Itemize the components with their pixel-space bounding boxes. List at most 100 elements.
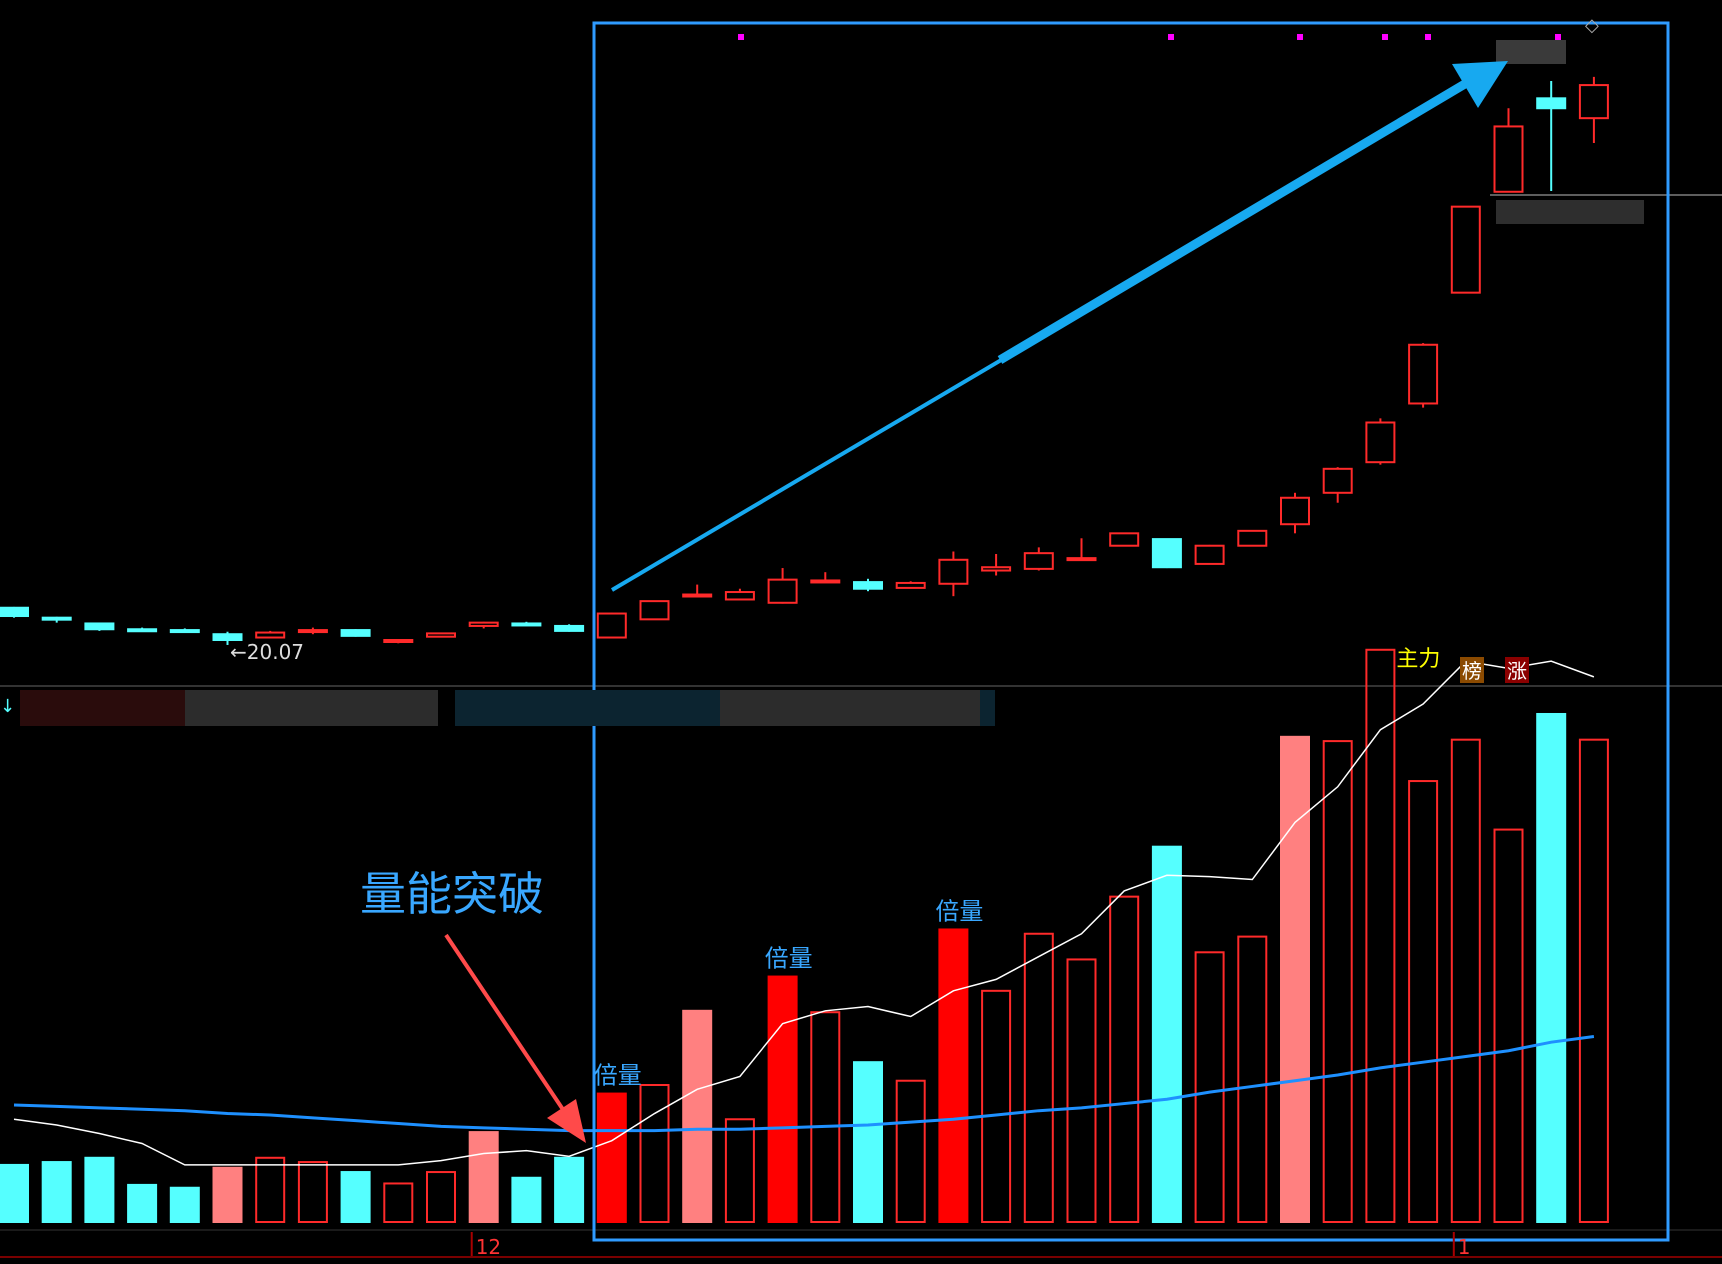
bei-liang-label: 倍量 <box>765 945 813 973</box>
volume-bar <box>340 1171 371 1224</box>
volume-bar <box>84 1156 115 1224</box>
candle <box>127 627 158 633</box>
blurred-high-label <box>1496 40 1566 64</box>
candle <box>810 572 841 584</box>
event-marker <box>738 34 744 40</box>
candle <box>511 621 542 627</box>
candle <box>895 581 926 589</box>
candle <box>1280 492 1310 534</box>
volume-bar <box>1151 845 1182 1223</box>
volume-bar <box>1450 738 1481 1223</box>
candle <box>938 551 969 597</box>
candle <box>554 624 585 632</box>
candlestick-series <box>0 76 1609 645</box>
volume-bar <box>1365 648 1396 1223</box>
volume-pointer-arrow <box>444 933 586 1143</box>
volume-bar <box>1194 951 1225 1223</box>
candle <box>169 628 200 634</box>
volume-bar <box>511 1176 542 1223</box>
zhu-li-label: 主力 <box>1396 647 1440 672</box>
x-tick-label: 12 <box>476 1235 501 1259</box>
candle <box>84 622 115 631</box>
svg-text:涨: 涨 <box>1507 659 1527 683</box>
candle <box>1237 529 1268 547</box>
volume-bar <box>1280 735 1310 1223</box>
volume-bar <box>1109 895 1140 1223</box>
volume-bar <box>0 1163 29 1224</box>
volume-bar <box>468 1131 499 1223</box>
volume-bar <box>169 1186 200 1223</box>
volume-series <box>0 648 1609 1224</box>
candle <box>468 621 499 629</box>
volume-bar <box>212 1166 243 1224</box>
trend-arrow <box>610 61 1508 592</box>
volume-bar <box>895 1079 926 1224</box>
low-price-marker: ←20.07 <box>230 640 304 664</box>
volume-bar <box>554 1156 585 1224</box>
candle <box>1322 467 1353 503</box>
info-strip: ↓ <box>0 690 995 726</box>
x-axis-ticks: 12 1 <box>470 1232 1471 1259</box>
ma-fast-line <box>13 660 1595 1166</box>
volume-bar <box>1237 935 1268 1223</box>
volume-bar <box>639 1084 670 1224</box>
grid-lines <box>0 194 1722 1258</box>
candle <box>767 568 798 604</box>
candle <box>426 632 456 638</box>
candle <box>41 616 72 623</box>
volume-bar <box>383 1182 414 1223</box>
volume-bar <box>596 1092 627 1223</box>
candle <box>1194 544 1225 565</box>
candle <box>297 627 328 635</box>
volume-bar <box>1023 932 1054 1223</box>
volume-bar <box>810 1011 841 1224</box>
volume-bar <box>255 1156 286 1224</box>
volume-bar <box>724 1118 755 1223</box>
svg-text:↓: ↓ <box>0 696 15 717</box>
event-marker <box>1297 34 1303 40</box>
candle <box>682 584 713 598</box>
volume-bar <box>1066 958 1097 1223</box>
volume-bar <box>1322 740 1353 1223</box>
volume-bar <box>1493 828 1524 1223</box>
volume-bar <box>41 1161 72 1224</box>
candle <box>1536 80 1567 191</box>
volume-bar <box>1408 780 1439 1223</box>
candle <box>1365 418 1396 465</box>
corner-diamond-icon[interactable]: ◇ <box>1585 15 1599 36</box>
volume-bar <box>767 975 798 1224</box>
candle <box>1151 538 1182 569</box>
candle <box>383 639 414 644</box>
candle <box>1066 538 1097 562</box>
volume-bar <box>1578 738 1609 1223</box>
event-markers <box>738 34 1561 40</box>
breakout-title: 量能突破 <box>360 867 544 921</box>
candle <box>340 629 371 637</box>
highlight-box <box>592 21 1670 1242</box>
volume-bar <box>682 1009 713 1224</box>
low-price-value: 20.07 <box>247 640 304 664</box>
bei-liang-label: 倍量 <box>935 897 983 925</box>
event-marker <box>1168 34 1174 40</box>
candle <box>212 631 243 645</box>
volume-bar <box>1536 712 1567 1223</box>
candle <box>255 630 286 639</box>
volume-bar <box>127 1183 158 1223</box>
volume-bar <box>853 1061 883 1224</box>
candle <box>724 588 755 601</box>
badge-bang[interactable]: 榜 <box>1460 657 1484 683</box>
candle <box>853 578 883 592</box>
moving-averages <box>13 660 1595 1166</box>
candle <box>0 606 29 618</box>
badge-zhang[interactable]: 涨 <box>1505 657 1529 683</box>
candle <box>1493 108 1524 193</box>
candle <box>1023 547 1054 571</box>
x-tick-label: 1 <box>1458 1235 1471 1259</box>
event-marker <box>1425 34 1431 40</box>
svg-text:榜: 榜 <box>1462 659 1482 683</box>
event-marker <box>1382 34 1388 40</box>
candle <box>1109 532 1140 547</box>
volume-bar <box>981 989 1012 1223</box>
